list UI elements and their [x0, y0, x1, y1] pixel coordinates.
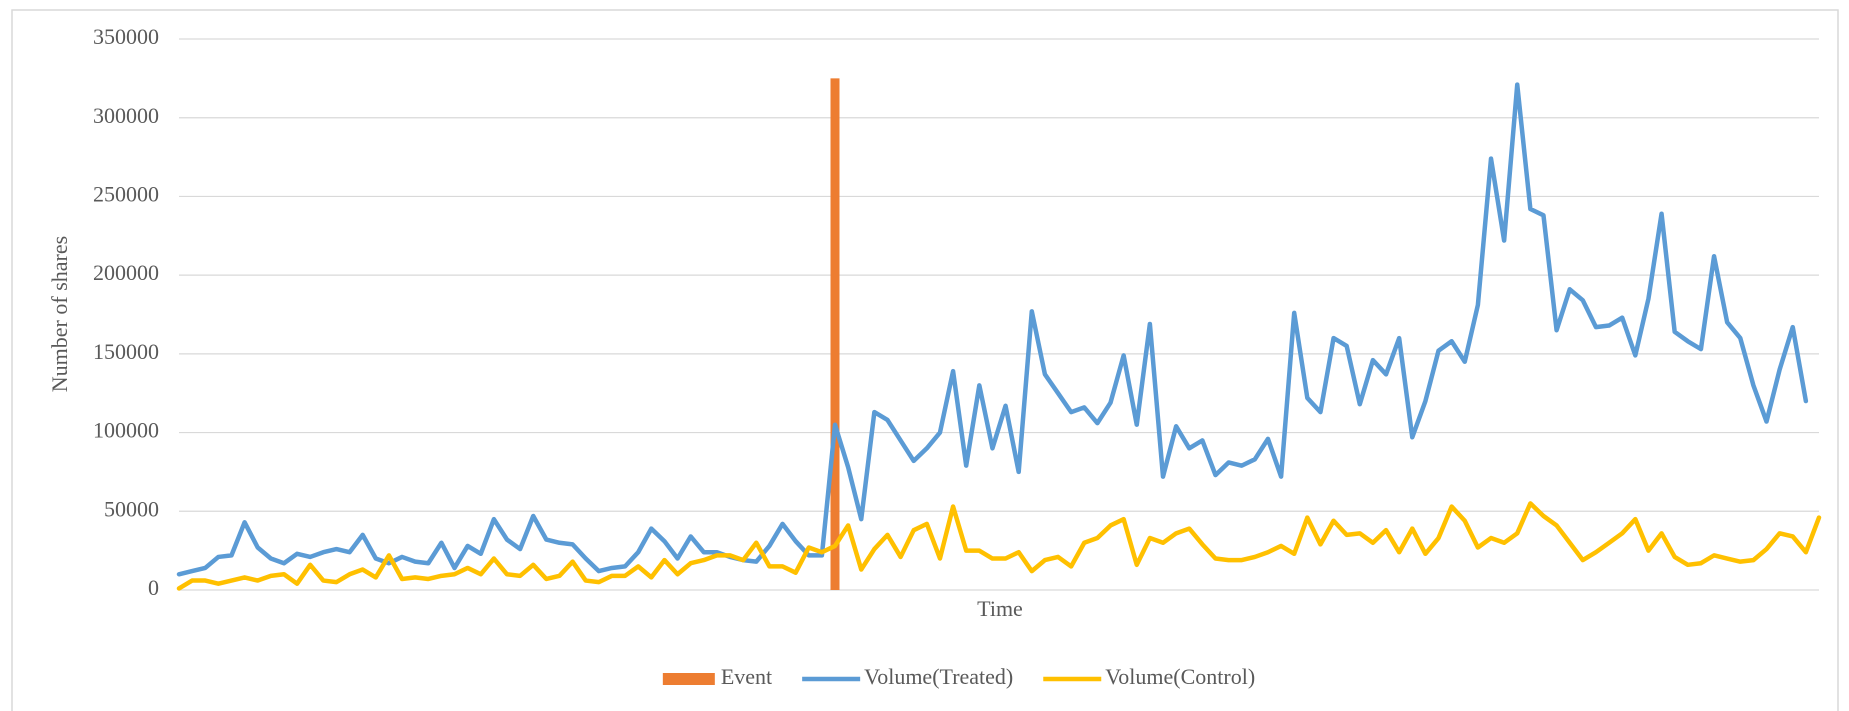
legend-swatch [662, 673, 715, 685]
event-bar [830, 78, 840, 590]
y-axis-label: Number of shares [47, 236, 72, 392]
y-tick-label: 0 [148, 575, 159, 600]
legend-label: Volume(Control) [1105, 664, 1255, 689]
y-tick-label: 200000 [93, 260, 159, 285]
legend: Event Volume(Treated) Volume(Control) [662, 664, 1255, 689]
legend-label: Volume(Treated) [864, 664, 1013, 689]
y-tick-label: 100000 [93, 418, 159, 443]
line-series [176, 501, 1822, 591]
legend-item: Volume(Control) [1043, 664, 1255, 689]
line-series [176, 82, 1809, 577]
y-tick-label: 50000 [104, 496, 159, 521]
legend-item: Event [662, 664, 772, 689]
legend-label: Event [721, 664, 772, 689]
x-axis-label: Time [977, 596, 1023, 621]
y-tick-label: 250000 [93, 181, 159, 206]
y-tick-label: 150000 [93, 339, 159, 364]
chart-border [11, 9, 1839, 711]
y-tick-label: 300000 [93, 103, 159, 128]
y-tick-label: 350000 [93, 24, 159, 49]
legend-item: Volume(Treated) [802, 664, 1013, 689]
